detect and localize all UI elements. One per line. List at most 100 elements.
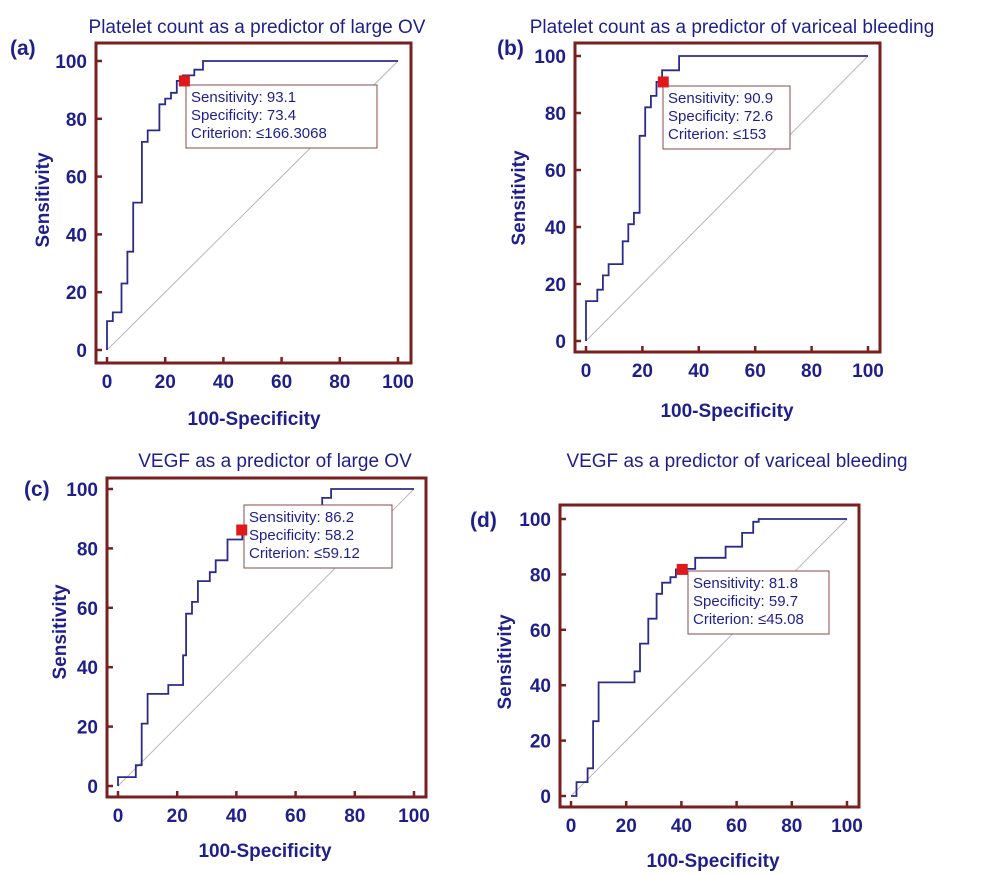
panel-c-annotation-line: Criterion: ≤59.12 — [249, 545, 360, 562]
panel-b-cutoff-marker — [657, 76, 669, 88]
panel-a-y-tick-label: 40 — [66, 225, 87, 246]
panel-a-plot: 0 20 40 60 80 100 0 20 40 60 80 100 Sensitivity: 93.… — [55, 41, 414, 393]
panel-b-y-tick-label: 40 — [545, 218, 566, 239]
panel-d: VEGF as a predictor of variceal bleeding… — [470, 451, 908, 872]
panel-b-x-tick-label: 0 — [581, 361, 592, 382]
panel-d-x-tick-label: 80 — [781, 816, 802, 837]
panel-c-label: (c) — [24, 478, 50, 501]
panel-c-frame — [105, 476, 428, 799]
panel-c-annotation-box — [243, 504, 393, 569]
panel-c: VEGF as a predictor of large OV (c) 0 20 4… — [24, 451, 430, 862]
panel-b-y-tick-label: 60 — [545, 161, 566, 182]
panel-d-y-tick-label: 40 — [530, 676, 551, 697]
panel-c-y-tick-label: 0 — [87, 777, 98, 798]
panel-c-title: VEGF as a predictor of large OV — [138, 451, 412, 472]
panel-d-y-tick-label: 20 — [530, 732, 551, 753]
panel-a-annotation-box — [185, 84, 378, 149]
panel-b-y-tick-label: 0 — [555, 332, 566, 353]
panel-b-x-tick-label: 80 — [801, 361, 822, 382]
panel-a-y-tick-label: 100 — [55, 52, 87, 73]
panel-c-y-tick-label: 80 — [77, 539, 98, 560]
panel-c-ylabel: Sensitivity — [50, 584, 71, 679]
panel-d-xlabel: 100-Specificity — [646, 851, 779, 872]
panel-d-ylabel: Sensitivity — [495, 614, 516, 709]
panel-a-x-tick-label: 80 — [329, 372, 350, 393]
panel-c-x-tick-label: 0 — [113, 806, 124, 827]
panel-c-y-tick-label: 20 — [77, 718, 98, 739]
panel-b-y-tick-label: 100 — [534, 47, 566, 68]
panel-b-x-tick-label: 60 — [745, 361, 766, 382]
panel-a-x-tick-label: 60 — [271, 372, 292, 393]
panel-b-annotation-box — [662, 85, 791, 150]
panel-b-ylabel: Sensitivity — [509, 150, 530, 245]
panel-a-label: (a) — [10, 37, 36, 60]
panel-c-x-tick-label: 20 — [167, 806, 188, 827]
panel-a-cutoff-marker — [178, 75, 190, 87]
panel-b-x-tick-label: 40 — [688, 361, 709, 382]
panel-d-annotation-box — [687, 570, 830, 635]
panel-d-x-tick-label: 40 — [671, 816, 692, 837]
panel-b-y-tick-label: 20 — [545, 275, 566, 296]
panel-a-y-tick-label: 20 — [66, 283, 87, 304]
panel-a-y-tick-label: 0 — [76, 341, 87, 362]
panel-a-y-tick-label: 60 — [66, 168, 87, 189]
panel-d-frame — [558, 503, 861, 809]
panel-c-annotation-line: Sensitivity: 86.2 — [249, 509, 354, 526]
panel-b-x-tick-label: 100 — [852, 361, 884, 382]
panel-d-label: (d) — [470, 509, 497, 532]
panel-a-annotation-line: Criterion: ≤166.3068 — [191, 125, 327, 142]
panel-a-x-tick-label: 100 — [382, 372, 414, 393]
panel-d-x-tick-label: 20 — [616, 816, 637, 837]
panel-c-plot: 0 20 40 60 80 100 0 20 40 60 80 100 Sensitivity: 86.… — [66, 476, 430, 827]
panel-c-annotation-line: Specificity: 58.2 — [249, 527, 354, 544]
panel-d-roc-curve — [571, 518, 847, 797]
panel-c-cutoff-marker — [236, 524, 248, 536]
panel-a-x-tick-label: 40 — [213, 372, 234, 393]
panel-d-annotation-line: Sensitivity: 81.8 — [693, 575, 798, 592]
panel-d-reference-line — [570, 518, 848, 797]
panel-b-annotation-line: Criterion: ≤153 — [668, 126, 766, 143]
panel-b-annotation-line: Sensitivity: 90.9 — [668, 90, 773, 107]
panel-b-y-tick-label: 80 — [545, 104, 566, 125]
panel-c-y-tick-label: 60 — [77, 599, 98, 620]
panel-d-title: VEGF as a predictor of variceal bleeding — [566, 451, 907, 472]
panel-b: Platelet count as a predictor of varicea… — [497, 17, 934, 422]
panel-d-annotation-line: Criterion: ≤45.08 — [693, 611, 804, 628]
panel-b-xlabel: 100-Specificity — [660, 401, 793, 422]
panel-b-label: (b) — [497, 37, 524, 60]
panel-a-frame — [94, 41, 413, 365]
panel-b-reference-line — [585, 55, 869, 342]
panel-a-xlabel: 100-Specificity — [187, 409, 320, 430]
panel-c-x-tick-label: 40 — [226, 806, 247, 827]
panel-b-annotation-line: Specificity: 72.6 — [668, 108, 773, 125]
panel-d-plot: 0 20 40 60 80 100 0 20 40 60 80 100 Sensitivity: 81.… — [519, 503, 863, 837]
panel-d-x-tick-label: 60 — [726, 816, 747, 837]
panel-c-x-tick-label: 80 — [344, 806, 365, 827]
panel-a-x-tick-label: 20 — [155, 372, 176, 393]
panel-d-y-tick-label: 0 — [540, 787, 551, 808]
panel-a-annotation-line: Specificity: 73.4 — [191, 107, 296, 124]
panel-d-x-tick-label: 100 — [831, 816, 863, 837]
panel-b-x-tick-label: 20 — [632, 361, 653, 382]
panel-c-xlabel: 100-Specificity — [198, 841, 331, 862]
panel-b-title: Platelet count as a predictor of varicea… — [530, 17, 935, 38]
panel-a-y-tick-label: 80 — [66, 110, 87, 131]
panel-c-x-tick-label: 100 — [398, 806, 430, 827]
panel-d-annotation-line: Specificity: 59.7 — [693, 593, 798, 610]
panel-a-annotation-line: Sensitivity: 93.1 — [191, 89, 296, 106]
panel-a-ylabel: Sensitivity — [33, 152, 54, 247]
panel-b-frame — [573, 41, 882, 354]
panel-d-cutoff-marker — [676, 563, 688, 575]
panel-d-y-tick-label: 60 — [530, 621, 551, 642]
panel-b-plot: 0 20 40 60 80 100 0 20 40 60 80 100 Sensitivity: 90.… — [534, 41, 884, 382]
panel-d-y-tick-label: 80 — [530, 565, 551, 586]
panel-a-title: Platelet count as a predictor of large O… — [89, 17, 426, 38]
panel-d-y-tick-label: 100 — [519, 510, 551, 531]
panel-c-y-tick-label: 100 — [66, 480, 98, 501]
panel-c-y-tick-label: 40 — [77, 658, 98, 679]
panel-a-x-tick-label: 0 — [102, 372, 113, 393]
panel-a: Platelet count as a predictor of large O… — [10, 17, 426, 430]
panel-d-x-tick-label: 0 — [566, 816, 577, 837]
panel-a-roc-curve — [106, 60, 398, 350]
